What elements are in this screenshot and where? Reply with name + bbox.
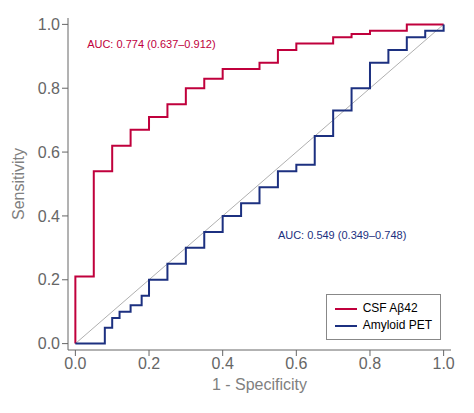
svg-text:Sensitivity: Sensitivity bbox=[10, 148, 27, 220]
svg-text:0.6: 0.6 bbox=[285, 355, 307, 372]
svg-text:0.2: 0.2 bbox=[38, 271, 60, 288]
svg-text:0.4: 0.4 bbox=[38, 208, 60, 225]
svg-text:0.0: 0.0 bbox=[64, 355, 86, 372]
html-text:Amyloid PET: Amyloid PET bbox=[362, 318, 432, 332]
svg-text:0.8: 0.8 bbox=[38, 80, 60, 97]
svg-text:1 - Specificity: 1 - Specificity bbox=[212, 376, 307, 393]
svg-text:0.8: 0.8 bbox=[359, 355, 381, 372]
html-text:AUC: 0.549 (0.349–0.748): AUC: 0.549 (0.349–0.748) bbox=[277, 228, 407, 241]
svg-text:1.0: 1.0 bbox=[433, 355, 455, 372]
svg-text:0.6: 0.6 bbox=[38, 144, 60, 161]
svg-text:0.0: 0.0 bbox=[38, 335, 60, 352]
html-text:CSF Aβ42: CSF Aβ42 bbox=[362, 301, 418, 315]
svg-text:0.4: 0.4 bbox=[212, 355, 234, 372]
svg-text:0.2: 0.2 bbox=[138, 355, 160, 372]
html-text:AUC: 0.774 (0.637–0.912): AUC: 0.774 (0.637–0.912) bbox=[87, 37, 216, 50]
svg-text:1.0: 1.0 bbox=[38, 16, 60, 33]
